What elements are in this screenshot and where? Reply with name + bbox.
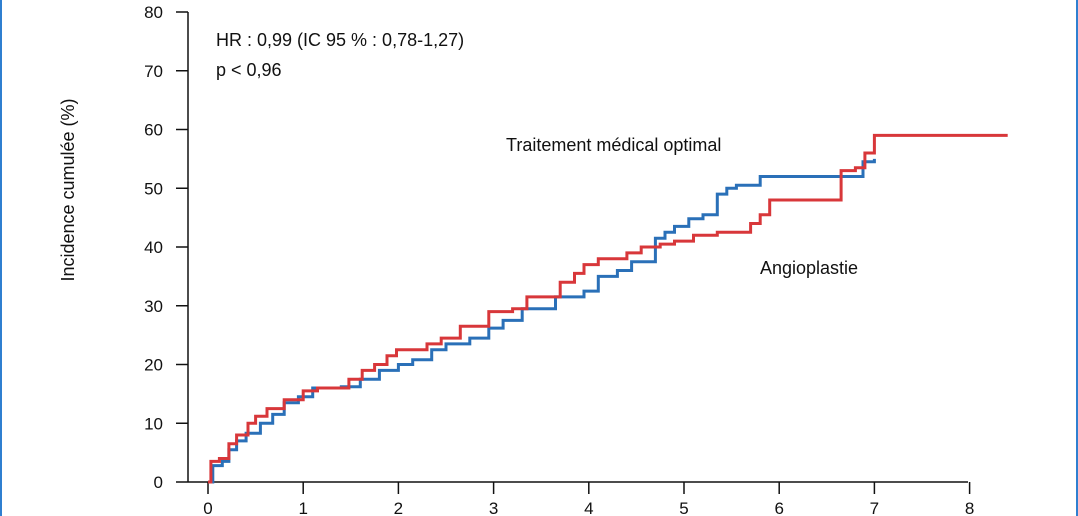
hr-annotation: HR : 0,99 (IC 95 % : 0,78-1,27) xyxy=(216,30,464,50)
x-ticks: 0 1 2 3 4 5 6 7 8 xyxy=(203,482,974,516)
series-label-angioplasty: Angioplastie xyxy=(760,258,858,278)
y-axis-label: Incidence cumulée (%) xyxy=(58,98,78,281)
x-tick-label: 5 xyxy=(679,499,688,516)
x-tick-label: 1 xyxy=(298,499,307,516)
y-tick-label: 70 xyxy=(144,62,163,81)
x-tick-label: 6 xyxy=(774,499,783,516)
x-tick-label: 7 xyxy=(870,499,879,516)
y-tick-label: 0 xyxy=(154,473,163,492)
y-tick-label: 30 xyxy=(144,297,163,316)
y-ticks: 0 10 20 30 40 50 60 70 80 xyxy=(144,3,188,492)
y-tick-label: 10 xyxy=(144,414,163,433)
x-tick-label: 2 xyxy=(394,499,403,516)
y-tick-label: 60 xyxy=(144,121,163,140)
series-label-medical: Traitement médical optimal xyxy=(506,135,721,155)
p-value-annotation: p < 0,96 xyxy=(216,60,282,80)
y-tick-label: 50 xyxy=(144,179,163,198)
x-tick-label: 0 xyxy=(203,499,212,516)
y-tick-label: 20 xyxy=(144,356,163,375)
series-line-angioplasty xyxy=(208,133,1008,484)
y-tick-label: 80 xyxy=(144,3,163,22)
y-tick-label: 40 xyxy=(144,238,163,257)
series-lines xyxy=(208,133,1008,484)
series-line-medical xyxy=(208,158,876,484)
x-tick-label: 4 xyxy=(584,499,593,516)
axes xyxy=(187,12,968,483)
x-tick-label: 8 xyxy=(965,499,974,516)
x-tick-label: 3 xyxy=(489,499,498,516)
